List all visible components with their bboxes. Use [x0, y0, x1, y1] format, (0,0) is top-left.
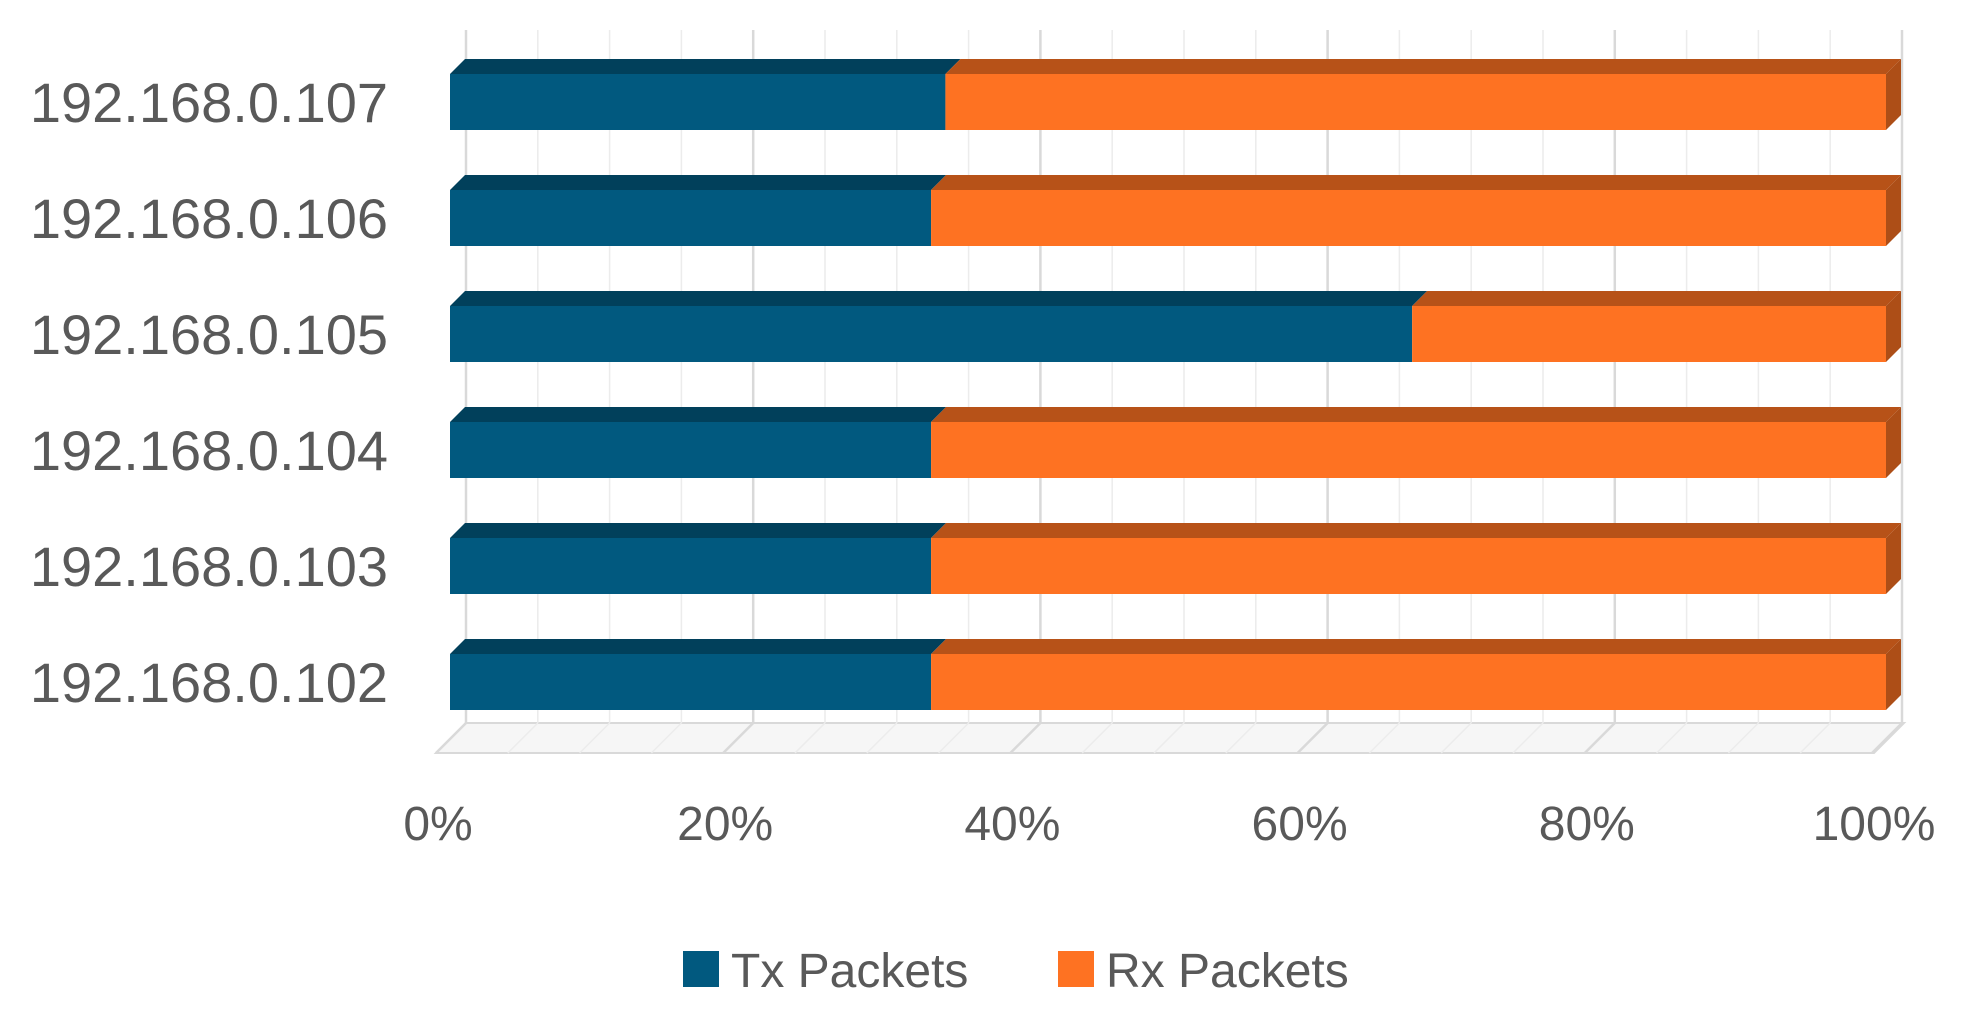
- bar-top-face: [945, 59, 1901, 74]
- legend-swatch-tx: [683, 951, 719, 987]
- legend: Tx Packets Rx Packets: [683, 945, 1349, 998]
- minor-floor-gridline: [1512, 722, 1544, 754]
- bar-rx-192-168-0-103: [931, 523, 1901, 594]
- minor-floor-gridline: [938, 722, 970, 754]
- minor-floor-gridline: [650, 722, 682, 754]
- bar-tx-192-168-0-102: [450, 639, 947, 710]
- minor-floor-gridline: [1153, 722, 1185, 754]
- bar-front-face: [931, 538, 1886, 594]
- value-axis: 0% 20% 40% 60% 80% 100%: [403, 798, 1935, 851]
- bar-area: [450, 59, 1901, 710]
- bar-top-face: [931, 407, 1901, 422]
- category-label: 192.168.0.104: [30, 419, 388, 482]
- bar-front-face: [1412, 306, 1886, 362]
- major-floor-gridline: [722, 722, 755, 754]
- bar-rx-192-168-0-107: [945, 59, 1901, 130]
- bar-front-face: [931, 654, 1886, 710]
- major-floor-gridline: [1871, 722, 1903, 754]
- bar-side-face: [1886, 639, 1901, 710]
- bar-front-face: [450, 190, 932, 246]
- tick-label: 60%: [1252, 798, 1348, 851]
- gridlines: [435, 30, 1904, 754]
- bar-tx-192-168-0-106: [450, 175, 947, 246]
- bar-side-face: [1886, 175, 1901, 246]
- bar-side-face: [1886, 291, 1901, 362]
- bar-rx-192-168-0-102: [931, 639, 1901, 710]
- bar-side-face: [1886, 523, 1901, 594]
- tick-label: 100%: [1813, 798, 1936, 851]
- bar-rx-192-168-0-104: [931, 407, 1901, 478]
- tick-label: 80%: [1539, 798, 1635, 851]
- minor-floor-gridline: [1656, 722, 1688, 754]
- tick-label: 20%: [677, 798, 773, 851]
- bar-side-face: [1886, 59, 1901, 130]
- category-label: 192.168.0.105: [30, 303, 388, 366]
- category-axis: 192.168.0.107 192.168.0.106 192.168.0.105 1…: [30, 71, 388, 714]
- bar-front-face: [450, 74, 946, 130]
- bar-rx-192-168-0-105: [1412, 291, 1901, 362]
- legend-label-rx: Rx Packets: [1106, 945, 1349, 998]
- bar-front-face: [450, 538, 932, 594]
- bar-top-face: [450, 291, 1428, 306]
- legend-label-tx: Tx Packets: [731, 945, 968, 998]
- category-label: 192.168.0.102: [30, 651, 388, 714]
- major-floor-gridline: [1009, 722, 1042, 754]
- bar-top-face: [931, 523, 1901, 538]
- bar-top-face: [931, 175, 1901, 190]
- bar-top-face: [931, 639, 1901, 654]
- bar-top-face: [1412, 291, 1901, 306]
- bar-front-face: [450, 422, 932, 478]
- minor-floor-gridline: [1225, 722, 1257, 754]
- bar-rx-192-168-0-106: [931, 175, 1901, 246]
- bar-front-face: [450, 306, 1413, 362]
- category-label: 192.168.0.103: [30, 535, 388, 598]
- bar-tx-192-168-0-107: [450, 59, 961, 130]
- bar-top-face: [450, 407, 947, 422]
- bar-front-face: [931, 190, 1886, 246]
- major-floor-gridline: [1296, 722, 1329, 754]
- category-label: 192.168.0.107: [30, 71, 388, 134]
- minor-floor-gridline: [1440, 722, 1472, 754]
- bar-tx-192-168-0-103: [450, 523, 947, 594]
- category-label: 192.168.0.106: [30, 187, 388, 250]
- minor-floor-gridline: [1081, 722, 1113, 754]
- minor-floor-gridline: [507, 722, 539, 754]
- bar-front-face: [931, 422, 1886, 478]
- minor-floor-gridline: [1727, 722, 1759, 754]
- major-floor-gridline: [1583, 722, 1616, 754]
- bar-top-face: [450, 59, 961, 74]
- minor-floor-gridline: [1799, 722, 1831, 754]
- bar-top-face: [450, 523, 947, 538]
- tick-label: 0%: [403, 798, 472, 851]
- bar-top-face: [450, 639, 947, 654]
- minor-floor-gridline: [794, 722, 826, 754]
- legend-swatch-rx: [1058, 951, 1094, 987]
- tick-label: 40%: [964, 798, 1060, 851]
- minor-floor-gridline: [1368, 722, 1400, 754]
- minor-floor-gridline: [579, 722, 611, 754]
- minor-floor-gridline: [866, 722, 898, 754]
- bar-front-face: [450, 654, 932, 710]
- major-floor-gridline: [435, 722, 467, 754]
- bar-front-face: [945, 74, 1886, 130]
- bar-tx-192-168-0-104: [450, 407, 947, 478]
- bar-tx-192-168-0-105: [450, 291, 1428, 362]
- bar-top-face: [450, 175, 947, 190]
- bar-side-face: [1886, 407, 1901, 478]
